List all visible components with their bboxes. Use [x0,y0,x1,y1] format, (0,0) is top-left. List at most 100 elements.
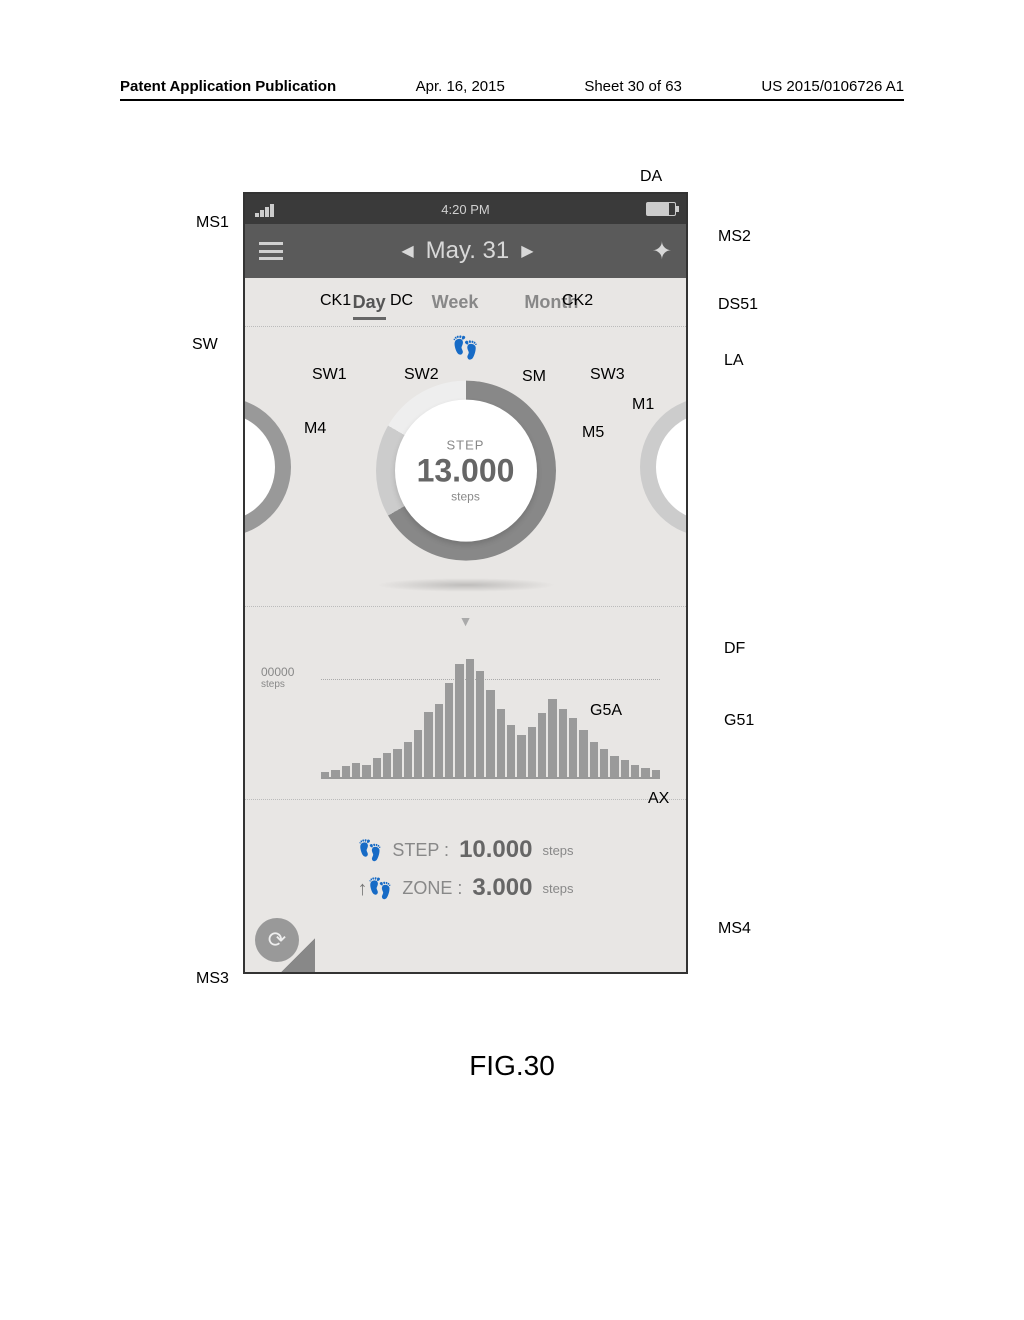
status-time: 4:20 PM [441,202,489,217]
ann-AX: AX [648,790,669,808]
chart-bar [621,760,629,777]
ann-M1: M1 [632,396,654,414]
signal-icon [255,202,285,216]
chart-bar [486,690,494,777]
ann-SW2: SW2 [404,366,439,384]
chart-bar [414,730,422,777]
ann-MS4: MS4 [718,920,751,938]
ann-DC: DC [390,292,413,310]
doc-date: Apr. 16, 2015 [416,78,505,95]
chart-bar [517,735,525,777]
chart-bar [424,712,432,777]
ann-DS51: DS51 [718,296,758,314]
ann-SW: SW [192,336,218,354]
chart-bar [321,772,329,777]
ann-G51: G51 [724,712,754,730]
zone-unit: steps [542,881,573,896]
meter-label: STEP [447,437,485,452]
nav-bar: ◀ May. 31 ▶ ✦ [245,224,686,278]
phone-frame: 4:20 PM ◀ May. 31 ▶ ✦ Day Week Month 👣 c… [243,192,688,974]
ann-M5: M5 [582,424,604,442]
current-date: May. 31 [426,237,510,265]
chart-bar [373,758,381,777]
next-date-icon[interactable]: ▶ [521,241,533,261]
chart-bar [641,768,649,777]
tab-week[interactable]: Week [432,292,479,320]
chart-bar [600,749,608,777]
chart-bar [342,766,350,777]
zone-value: 3.000 [472,874,532,902]
summary: 👣 STEP : 10.000 steps ↑👣 ZONE : 3.000 st… [245,800,686,938]
meter-unit: steps [451,489,480,503]
meter-shadow [376,578,556,592]
date-nav: ◀ May. 31 ▶ [401,237,533,265]
ann-MS1: MS1 [196,214,229,232]
chart-bar [652,770,660,777]
ann-DA: DA [640,168,662,186]
meter-right[interactable] [640,397,688,537]
chart-bar [445,683,453,777]
summary-step-row: 👣 STEP : 10.000 steps [265,836,666,864]
chart-bar [393,749,401,777]
chart-bar [497,709,505,777]
star-icon[interactable]: ✦ [652,237,672,266]
summary-zone-row: ↑👣 ZONE : 3.000 steps [265,874,666,902]
zone-label: ZONE : [402,878,462,899]
chart-bar [579,730,587,777]
chart-y-value: 00000 [261,665,294,679]
chart-bar [548,699,556,777]
chart-y-label: 00000 steps [261,665,294,690]
chart-bar [404,742,412,777]
status-bar: 4:20 PM [245,194,686,224]
down-marker-icon: ▼ [245,607,686,629]
foot-icon: 👣 [357,838,382,863]
chart-bar [362,765,370,777]
ann-CK2: CK2 [562,292,593,310]
document-header: Patent Application Publication Apr. 16, … [120,78,904,101]
chart-bar [331,770,339,777]
figure-caption: FIG.30 [0,1050,1024,1082]
meter-left-unit: cal [243,413,275,521]
ann-G5A: G5A [590,702,622,720]
step-unit: steps [542,843,573,858]
chart-bar [559,709,567,777]
meter-value: 13.000 [417,452,515,489]
refresh-button[interactable]: ⟳ [255,918,299,962]
battery-icon [646,202,676,216]
chart-bar [352,763,360,777]
chart-bar [538,713,546,777]
doc-title: Patent Application Publication [120,78,336,95]
ann-SM: SM [522,368,546,386]
ann-M4: M4 [304,420,326,438]
ann-SW3: SW3 [590,366,625,384]
chart-bar [528,727,536,777]
zone-icon: ↑👣 [357,876,392,901]
ann-CK1: CK1 [320,292,351,310]
chart-bar [476,671,484,777]
chart-bar [610,756,618,777]
ann-LA: LA [724,352,744,370]
chart-bar [455,664,463,777]
chart-bar [466,659,474,777]
ann-SW1: SW1 [312,366,347,384]
doc-sheet: Sheet 30 of 63 [584,78,682,95]
tab-day[interactable]: Day [353,292,386,320]
chart-bar [631,765,639,777]
chart-bar [569,718,577,777]
chart-bar [435,704,443,777]
chart-bar [507,725,515,777]
ann-MS3: MS3 [196,970,229,988]
menu-icon[interactable] [259,242,283,260]
chart-bar [383,753,391,777]
period-tabs: Day Week Month [245,278,686,327]
prev-date-icon[interactable]: ◀ [401,241,413,261]
chart-y-unit: steps [261,679,294,690]
foot-icon: 👣 [452,335,479,361]
chart-bar [590,742,598,777]
ann-MS2: MS2 [718,228,751,246]
doc-pubno: US 2015/0106726 A1 [761,78,904,95]
meter-main[interactable]: STEP 13.000 steps [376,380,556,560]
meter-left[interactable]: cal [243,397,291,537]
step-label: STEP : [392,840,449,861]
ann-DF: DF [724,640,745,658]
